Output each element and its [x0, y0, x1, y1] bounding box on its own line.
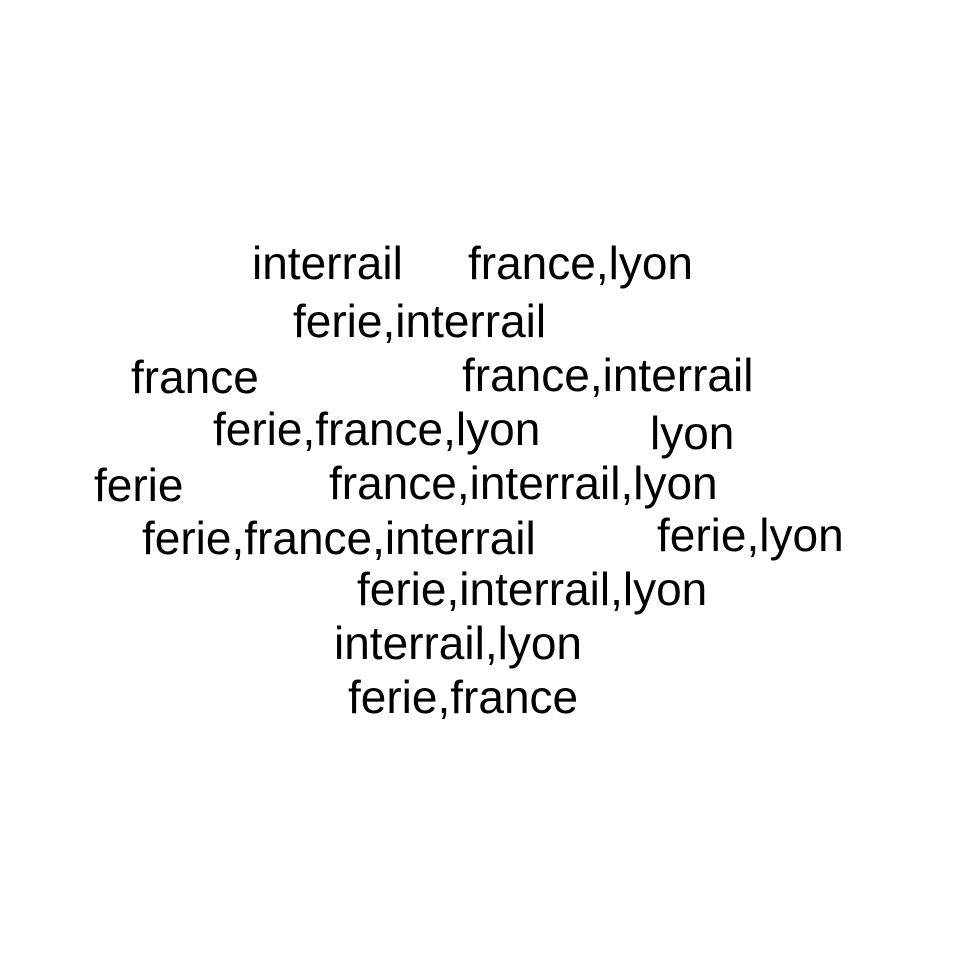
word-interrail: interrail: [252, 237, 403, 289]
word-ferie-france: ferie,france: [348, 671, 579, 723]
word-ferie-interrail: ferie,interrail: [293, 295, 547, 347]
word-france-interrail: france,interrail: [462, 349, 754, 401]
word-ferie-france-interrail: ferie,france,interrail: [142, 512, 536, 564]
word-ferie-interrail-lyon: ferie,interrail,lyon: [357, 563, 708, 615]
word-lyon: lyon: [650, 407, 735, 459]
word-ferie-lyon: ferie,lyon: [657, 509, 844, 561]
word-france: france: [131, 351, 259, 403]
word-ferie: ferie: [94, 459, 184, 511]
word-france-interrail-lyon: france,interrail,lyon: [329, 457, 718, 509]
word-ferie-france-lyon: ferie,france,lyon: [213, 403, 541, 455]
word-interrail-lyon: interrail,lyon: [334, 617, 582, 669]
word-france-lyon: france,lyon: [468, 237, 694, 289]
